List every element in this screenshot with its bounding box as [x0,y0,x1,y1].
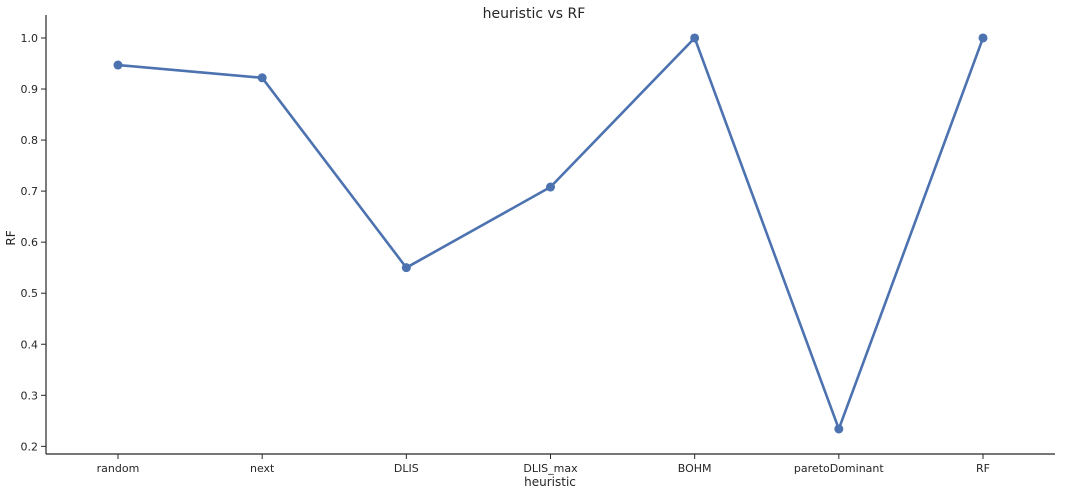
y-tick-label: 0.2 [21,440,39,453]
y-tick-label: 0.6 [21,236,39,249]
x-axis-label: heuristic [524,475,576,489]
x-tick-label: BOHM [678,462,712,475]
y-axis-label: RF [4,230,18,245]
y-tick-label: 1.0 [21,32,39,45]
data-point [257,73,267,83]
x-ticks: random next DLIS DLIS_max BOHM paretoDominant… [97,454,990,475]
y-tick-label: 0.9 [21,83,39,96]
y-tick-label: 0.4 [21,338,39,351]
data-points [113,33,988,434]
y-tick-label: 0.3 [21,389,39,402]
x-tick-label: random [97,462,140,475]
x-tick-label: paretoDominant [794,462,884,475]
x-tick-label: DLIS_max [523,462,578,475]
x-tick-label: next [250,462,275,475]
data-point [690,33,700,43]
data-point [546,182,555,192]
y-tick-label: 0.7 [21,185,39,198]
series-line-rf [117,36,985,431]
data-point [834,424,844,434]
y-tick-label: 0.5 [21,287,39,300]
data-point [113,60,123,70]
x-tick-label: RF [976,462,990,475]
chart-title: heuristic vs RF [483,6,586,22]
data-point [978,33,988,43]
data-point [401,263,411,273]
y-tick-label: 0.8 [21,134,39,147]
x-tick-label: DLIS [394,462,419,475]
y-ticks: 0.2 0.3 0.4 0.5 0.6 0.7 0.8 0.9 1.0 [21,32,46,453]
